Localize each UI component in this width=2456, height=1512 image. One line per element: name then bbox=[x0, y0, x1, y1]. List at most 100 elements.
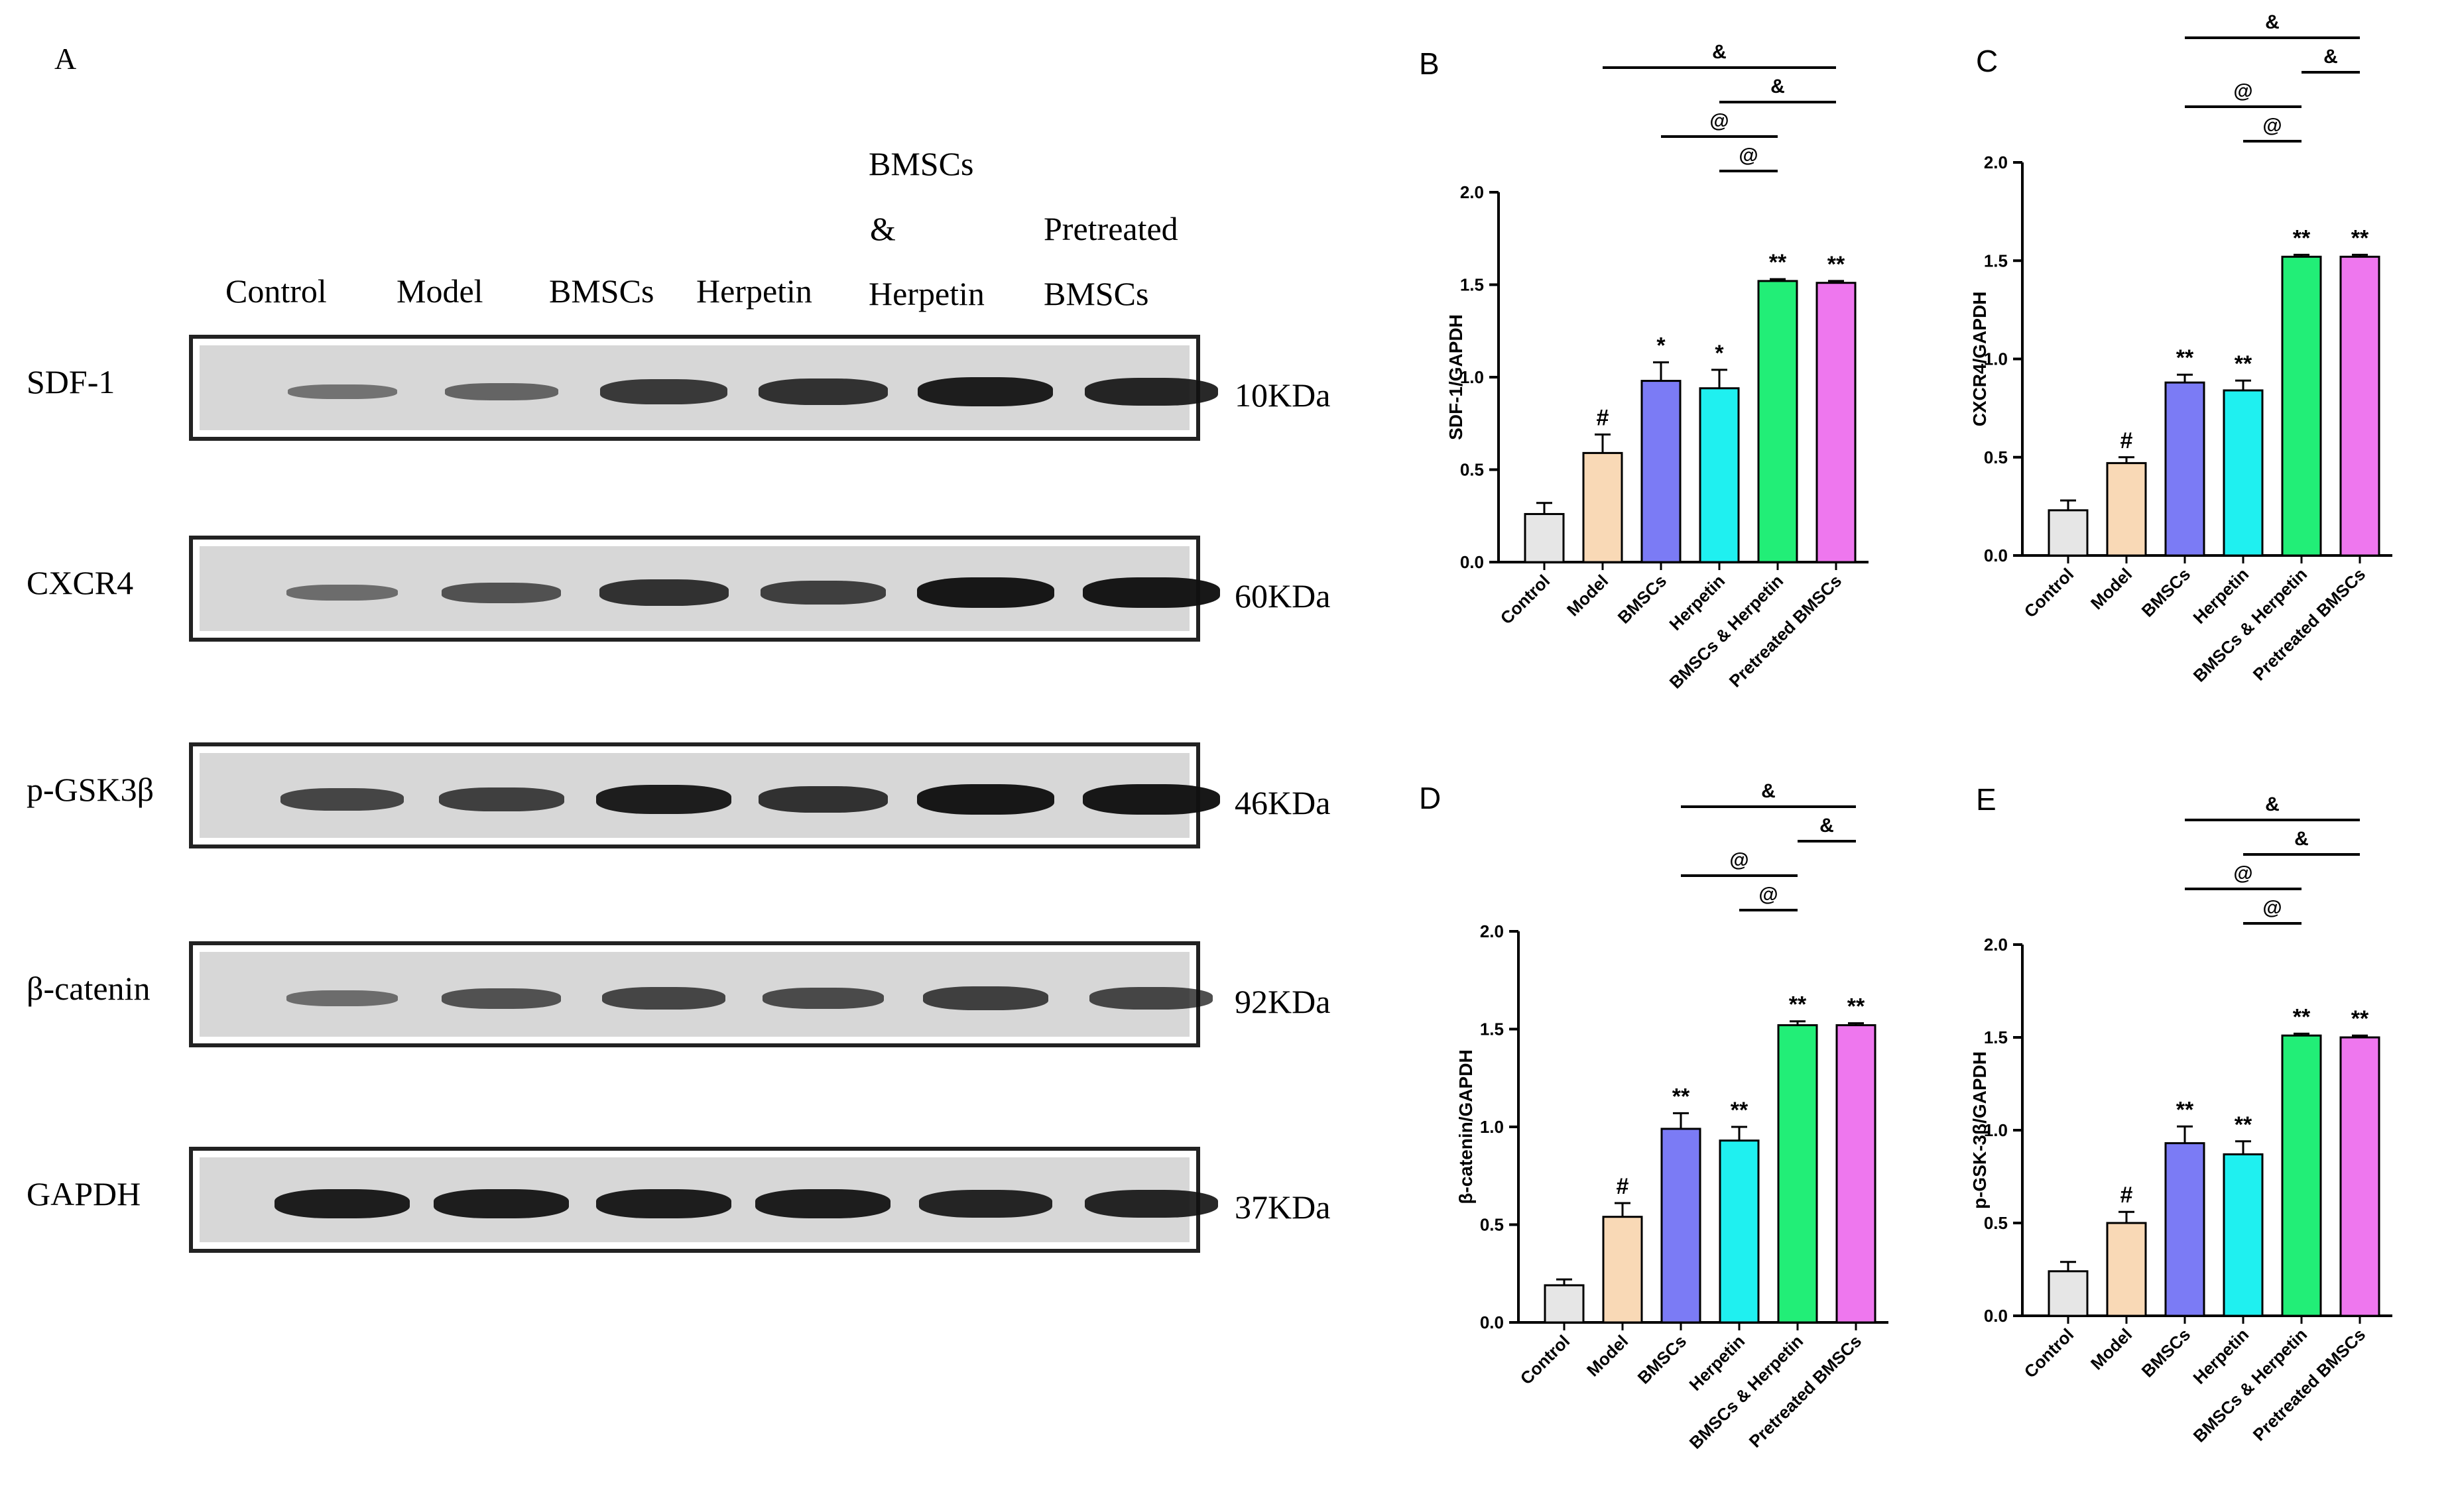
y-tick-label: 0.0 bbox=[1480, 1312, 1504, 1332]
panel-letter: E bbox=[1976, 782, 1996, 817]
x-tick-label: BMSCs & Herpetin bbox=[2189, 564, 2311, 686]
blot-label-0: SDF-1 bbox=[27, 363, 115, 400]
x-tick-label: Pretreated BMSCs bbox=[2249, 1324, 2370, 1445]
blot-band bbox=[600, 379, 727, 404]
blot-membrane-0 bbox=[189, 335, 1218, 441]
blot-band bbox=[1082, 784, 1220, 815]
blot-kda-2: 46KDa bbox=[1235, 784, 1331, 821]
blot-band bbox=[602, 986, 725, 1010]
x-tick-label: Control bbox=[2020, 1324, 2078, 1382]
blot-band bbox=[922, 986, 1048, 1011]
blot-kda-4: 37KDa bbox=[1235, 1189, 1331, 1226]
blot-band bbox=[1084, 377, 1218, 406]
significance-label: # bbox=[2120, 1183, 2133, 1208]
significance-label: ** bbox=[2293, 1004, 2311, 1029]
lane-label-bmscs: BMSCs bbox=[549, 272, 654, 310]
blot-band bbox=[1084, 1189, 1218, 1218]
lane-label-combo-line3: Herpetin bbox=[869, 275, 985, 312]
blot-band bbox=[286, 990, 398, 1007]
x-tick-label: Control bbox=[1516, 1331, 1574, 1389]
lane-label-combo-line1: BMSCs bbox=[869, 145, 974, 182]
bracket-label: @ bbox=[2262, 897, 2282, 919]
bracket-label: @ bbox=[1729, 849, 1749, 871]
x-tick-label: BMSCs & Herpetin bbox=[1686, 1331, 1808, 1453]
y-tick-label: 1.5 bbox=[1984, 1027, 2008, 1047]
significance-label: ** bbox=[1789, 992, 1807, 1018]
bar-1 bbox=[2106, 462, 2147, 557]
significance-label: ** bbox=[1769, 250, 1787, 275]
blot-label-4: GAPDH bbox=[27, 1175, 141, 1212]
blot-band bbox=[442, 988, 561, 1009]
y-axis-label: SDF-1/GAPDH bbox=[1445, 314, 1466, 440]
x-tick-label: BMSCs & Herpetin bbox=[1666, 571, 1788, 693]
significance-label: # bbox=[1597, 405, 1609, 430]
blot-label-2: p-GSK3β bbox=[27, 771, 154, 808]
y-tick-label: 1.5 bbox=[1480, 1019, 1504, 1039]
bar-2 bbox=[1640, 380, 1682, 563]
significance-label: * bbox=[1656, 333, 1666, 359]
blot-label-3: β-catenin bbox=[27, 970, 151, 1007]
y-tick-label: 0.5 bbox=[1984, 1213, 2008, 1233]
bracket-label: & bbox=[1819, 815, 1834, 837]
bar-5 bbox=[2339, 1036, 2380, 1317]
bar-3 bbox=[2223, 1153, 2264, 1317]
y-axis-label: p-GSK-3β/GAPDH bbox=[1969, 1051, 1990, 1209]
bracket-label: & bbox=[2265, 11, 2280, 33]
bar-5 bbox=[2339, 255, 2380, 557]
significance-label: ** bbox=[2176, 1097, 2194, 1122]
y-axis-label: β-catenin/GAPDH bbox=[1455, 1049, 1476, 1204]
blot-band bbox=[918, 377, 1053, 407]
blot-band bbox=[287, 384, 397, 400]
blot-kda-1: 60KDa bbox=[1235, 577, 1331, 614]
bar-1 bbox=[1582, 451, 1623, 563]
blot-membrane-1 bbox=[189, 536, 1220, 642]
x-tick-label: BMSCs bbox=[2138, 1324, 2195, 1381]
x-tick-label: Control bbox=[1497, 571, 1554, 628]
significance-label: ** bbox=[2293, 225, 2311, 251]
y-tick-label: 1.0 bbox=[1984, 349, 2008, 369]
bar-3 bbox=[2223, 389, 2264, 557]
blot-band bbox=[286, 584, 398, 601]
x-tick-label: Model bbox=[2087, 564, 2136, 613]
bar-4 bbox=[2281, 255, 2322, 557]
significance-label: ** bbox=[2235, 351, 2252, 377]
significance-label: * bbox=[1715, 341, 1724, 366]
blot-band bbox=[434, 1189, 569, 1219]
panel-letter: C bbox=[1976, 44, 1998, 78]
y-tick-label: 0.0 bbox=[1984, 1306, 2008, 1326]
bracket-label: @ bbox=[1758, 884, 1778, 905]
significance-label: ** bbox=[2351, 1006, 2369, 1031]
significance-label: ** bbox=[2351, 225, 2369, 251]
x-tick-label: Pretreated BMSCs bbox=[2249, 564, 2370, 685]
blot-band bbox=[280, 787, 404, 811]
bar-4 bbox=[2281, 1034, 2322, 1317]
blot-kda-0: 10KDa bbox=[1235, 377, 1331, 414]
bar-4 bbox=[1777, 1024, 1818, 1324]
x-tick-label: BMSCs bbox=[1634, 1331, 1691, 1388]
blot-kda-3: 92KDa bbox=[1235, 983, 1331, 1020]
y-tick-label: 1.5 bbox=[1460, 275, 1484, 295]
bar-2 bbox=[1660, 1128, 1701, 1324]
y-tick-label: 2.0 bbox=[1460, 182, 1484, 202]
bar-0 bbox=[2048, 1270, 2089, 1317]
x-tick-label: Model bbox=[1563, 571, 1612, 620]
blot-band bbox=[918, 1189, 1052, 1218]
blot-band bbox=[444, 383, 558, 400]
x-tick-label: Pretreated BMSCs bbox=[1725, 571, 1846, 691]
y-tick-label: 2.0 bbox=[1480, 921, 1504, 941]
bar-5 bbox=[1835, 1024, 1876, 1324]
bar-1 bbox=[2106, 1222, 2147, 1317]
y-tick-label: 0.5 bbox=[1984, 447, 2008, 467]
blot-band bbox=[275, 1189, 410, 1219]
blot-band bbox=[916, 577, 1054, 609]
significance-label: ** bbox=[1847, 994, 1865, 1019]
significance-label: ** bbox=[2176, 345, 2194, 371]
lane-label-pretreated-line1: Pretreated bbox=[1044, 210, 1178, 247]
lane-label-combo-line2: & bbox=[870, 210, 896, 247]
y-tick-label: 1.5 bbox=[1984, 251, 2008, 270]
bracket-label: & bbox=[2265, 793, 2280, 815]
significance-label: ** bbox=[2235, 1112, 2252, 1137]
blot-membrane-2 bbox=[189, 742, 1220, 848]
x-tick-label: Model bbox=[2087, 1324, 2136, 1373]
